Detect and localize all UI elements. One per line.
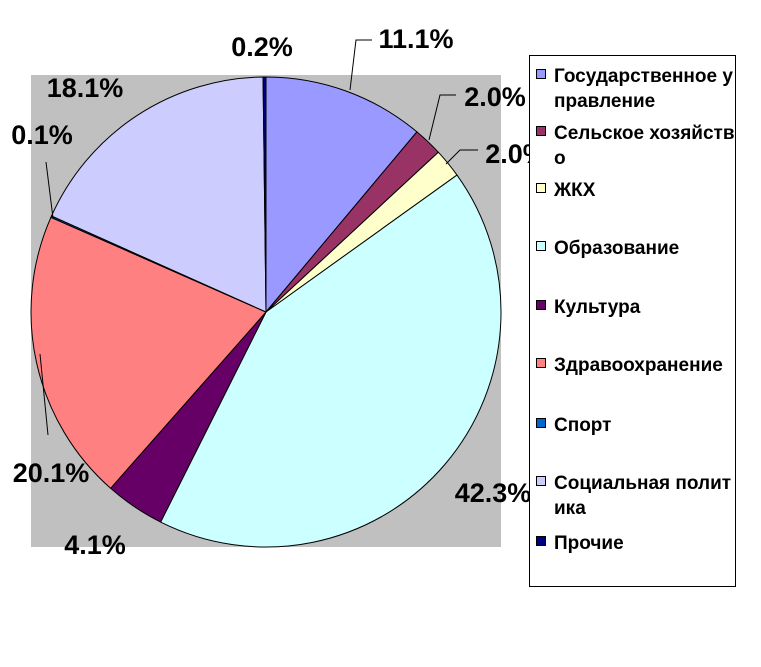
pie-slice [265, 76, 418, 314]
legend-swatch [536, 126, 546, 136]
legend-swatch [536, 241, 546, 251]
legend-label: Здравоохранение [554, 355, 723, 376]
legend-label: Прочие [554, 533, 624, 554]
legend-label: Спорт [554, 415, 612, 436]
legend-label: Государственное управление [554, 66, 733, 112]
data-label: 2.0% [464, 82, 526, 112]
data-label: 11.1% [378, 24, 453, 54]
legend-swatch [536, 69, 546, 79]
leader-line [428, 94, 456, 141]
data-label: 4.1% [64, 530, 126, 560]
pie-slice [30, 216, 267, 489]
leader-line [39, 353, 49, 436]
leader-line [349, 39, 372, 91]
legend-swatch [536, 358, 546, 368]
data-label: 0.2% [231, 32, 293, 62]
data-label: 18.1% [47, 73, 124, 103]
leader-line [445, 149, 478, 165]
legend-swatch [536, 300, 546, 310]
legend-swatch [536, 183, 546, 193]
data-label: 0.1% [11, 120, 73, 150]
legend-swatch [536, 536, 546, 546]
legend-label: Сельское хозяйство [554, 123, 735, 169]
legend-swatch [536, 418, 546, 428]
legend-swatch [536, 476, 546, 486]
legend-label: Социальная политика [554, 473, 732, 519]
data-label: 20.1% [13, 458, 90, 488]
legend-label: ЖКХ [554, 180, 596, 201]
pie-slice [262, 76, 267, 313]
leader-line [45, 161, 54, 219]
data-label: 42.3% [455, 478, 532, 508]
legend-label: Культура [554, 297, 641, 318]
legend-label: Образование [554, 238, 680, 259]
pie-slice [159, 174, 502, 548]
pie-slice [50, 76, 267, 313]
legend: Государственное управление Сельское хозя… [529, 55, 736, 587]
